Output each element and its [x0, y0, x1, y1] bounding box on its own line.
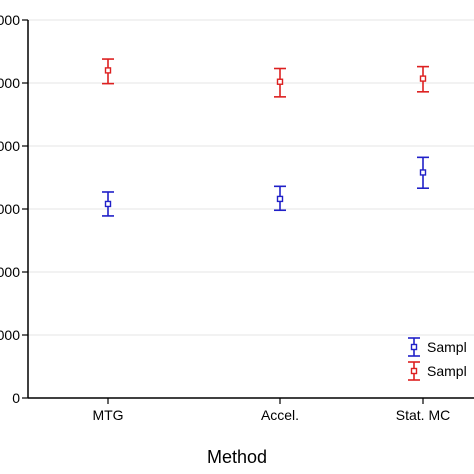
legend-marker [410, 343, 418, 351]
series-2 [102, 58, 429, 98]
legend-marker [410, 367, 418, 375]
series-layer [102, 58, 429, 217]
grid-lines [28, 19, 474, 336]
x-tick-label: MTG [92, 407, 123, 423]
y-tick-label: 0 [12, 390, 20, 406]
data-point-marker [419, 75, 427, 82]
x-axis-title: Method [207, 447, 267, 467]
y-tick-label: 000 [0, 138, 20, 154]
data-point-marker [104, 200, 112, 208]
data-point-marker [104, 67, 112, 74]
x-tick-label: Stat. MC [396, 407, 450, 423]
series-1 [102, 156, 429, 217]
y-tick-label: 000 [0, 12, 20, 28]
y-tick-label: 000 [0, 264, 20, 280]
legend-label: Sampl [427, 363, 467, 379]
legend: Sampl Sampl [408, 337, 467, 381]
x-axis-ticks: MTG Accel. Stat. MC [92, 398, 450, 423]
x-tick-label: Accel. [261, 407, 299, 423]
y-tick-label: 000 [0, 201, 20, 217]
legend-label: Sampl [427, 339, 467, 355]
data-point-marker [276, 195, 284, 203]
y-tick-label: 000 [0, 75, 20, 91]
data-point-marker [419, 169, 427, 176]
data-point-marker [276, 78, 284, 85]
y-tick-label: 000 [0, 327, 20, 343]
